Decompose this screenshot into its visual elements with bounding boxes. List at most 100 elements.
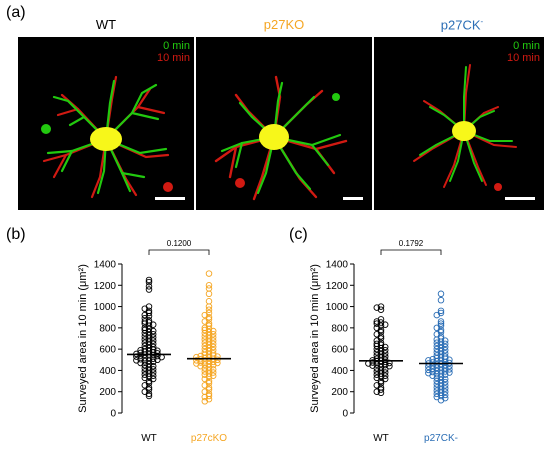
data-point [377, 303, 385, 310]
y-tick-label: 400 [99, 366, 116, 377]
data-point [441, 346, 449, 354]
data-point [381, 366, 389, 373]
data-point [205, 282, 213, 289]
microglia-cell-wt [41, 75, 173, 199]
data-point [145, 377, 153, 385]
y-tick-label: 200 [331, 387, 348, 398]
panel-label-c: (c) [289, 226, 308, 243]
plot-c: 0 200 400 600 800 1000 1200 1400 Surveyed area i… [306, 236, 486, 446]
data-point [209, 330, 217, 338]
data-point [205, 360, 213, 368]
data-point [141, 318, 149, 325]
y-tick-label: 600 [331, 345, 348, 356]
data-point [441, 391, 449, 399]
data-point [373, 374, 381, 382]
data-point [381, 372, 389, 379]
data-point [209, 334, 217, 341]
data-point [149, 327, 157, 335]
data-point [381, 346, 389, 354]
data-point [145, 344, 153, 352]
image-title-p27ck: p27CK- [440, 17, 484, 33]
data-point [205, 303, 213, 310]
data-point [137, 349, 144, 357]
data-point [145, 390, 153, 398]
category-label: WT [141, 433, 157, 444]
category-label: p27CK- [424, 433, 458, 444]
data-point [386, 362, 393, 370]
y-tick-label: 0 [110, 409, 116, 420]
legend-0-min: 0 min [163, 40, 190, 52]
image-title-wt: WT [95, 17, 117, 32]
data-point [145, 276, 153, 284]
data-point [154, 350, 161, 357]
data-point [441, 378, 449, 386]
y-tick-label: 1200 [326, 281, 349, 292]
panel-label-b: (b) [6, 226, 26, 243]
data-point [145, 283, 153, 290]
y-tick-label: 0 [342, 409, 348, 420]
data-point [145, 357, 153, 365]
legend-10-min: 10 min [156, 52, 190, 64]
plot-c-svg: 0 200 400 600 800 1000 1200 1400 Surveyed area i… [309, 239, 463, 444]
legend-10-min: 10 min [506, 52, 540, 64]
data-point [437, 354, 445, 361]
data-point [437, 363, 445, 371]
data-point [149, 337, 157, 344]
data-point [437, 296, 445, 304]
y-axis-label: Surveyed area in 10 min (μm²) [309, 264, 321, 413]
data-point [377, 306, 385, 314]
data-point [145, 392, 153, 400]
data-point [149, 372, 157, 379]
y-tick-label: 400 [331, 366, 348, 377]
data-point [377, 333, 385, 340]
microscopy-image-p27ko [196, 37, 372, 210]
data-point [149, 321, 157, 328]
data-point [149, 330, 157, 338]
data-point [209, 372, 217, 379]
data-point [441, 388, 449, 395]
data-point [205, 354, 213, 361]
data-point [205, 351, 213, 358]
plot-b-svg: 0 200 400 600 800 1000 1200 1400 Surveyed area i… [77, 239, 231, 444]
category-label: WT [373, 433, 389, 444]
data-point [205, 290, 213, 298]
y-tick-label: 600 [99, 345, 116, 356]
data-point [437, 320, 445, 327]
data-point [381, 350, 389, 357]
y-tick-label: 800 [99, 323, 116, 334]
scale-bar [505, 197, 535, 200]
data-point [433, 393, 441, 401]
plot-b: 0 200 400 600 800 1000 1200 1400 Surveyed area i… [74, 236, 254, 446]
data-point [373, 318, 381, 325]
y-tick-label: 800 [331, 323, 348, 334]
data-point [441, 382, 449, 389]
data-point [145, 286, 153, 293]
data-point [437, 367, 445, 374]
data-point [437, 307, 445, 315]
data-point [209, 340, 217, 348]
data-point [205, 384, 213, 391]
data-point [205, 313, 213, 321]
data-point [209, 366, 217, 373]
data-point [381, 369, 389, 376]
data-point [381, 321, 389, 328]
significance-bracket [380, 249, 442, 255]
microscopy-image-p27ck: 0 min 10 min [374, 37, 544, 210]
data-point [441, 385, 449, 392]
data-point [377, 389, 385, 397]
data-point [377, 377, 385, 385]
p-value-label: 0.1200 [167, 239, 192, 248]
data-point [205, 270, 213, 277]
data-point [209, 337, 217, 344]
data-point [209, 327, 217, 335]
category-label: p27cKO [191, 433, 227, 444]
data-point [205, 306, 213, 314]
data-point [441, 340, 449, 348]
y-axis-label: Surveyed area in 10 min (μm²) [77, 264, 89, 413]
data-point [141, 374, 149, 382]
legend-0-min: 0 min [513, 40, 540, 52]
y-tick-label: 1400 [94, 260, 117, 271]
data-point [145, 278, 153, 286]
data-point [377, 326, 385, 334]
data-point [149, 362, 157, 370]
